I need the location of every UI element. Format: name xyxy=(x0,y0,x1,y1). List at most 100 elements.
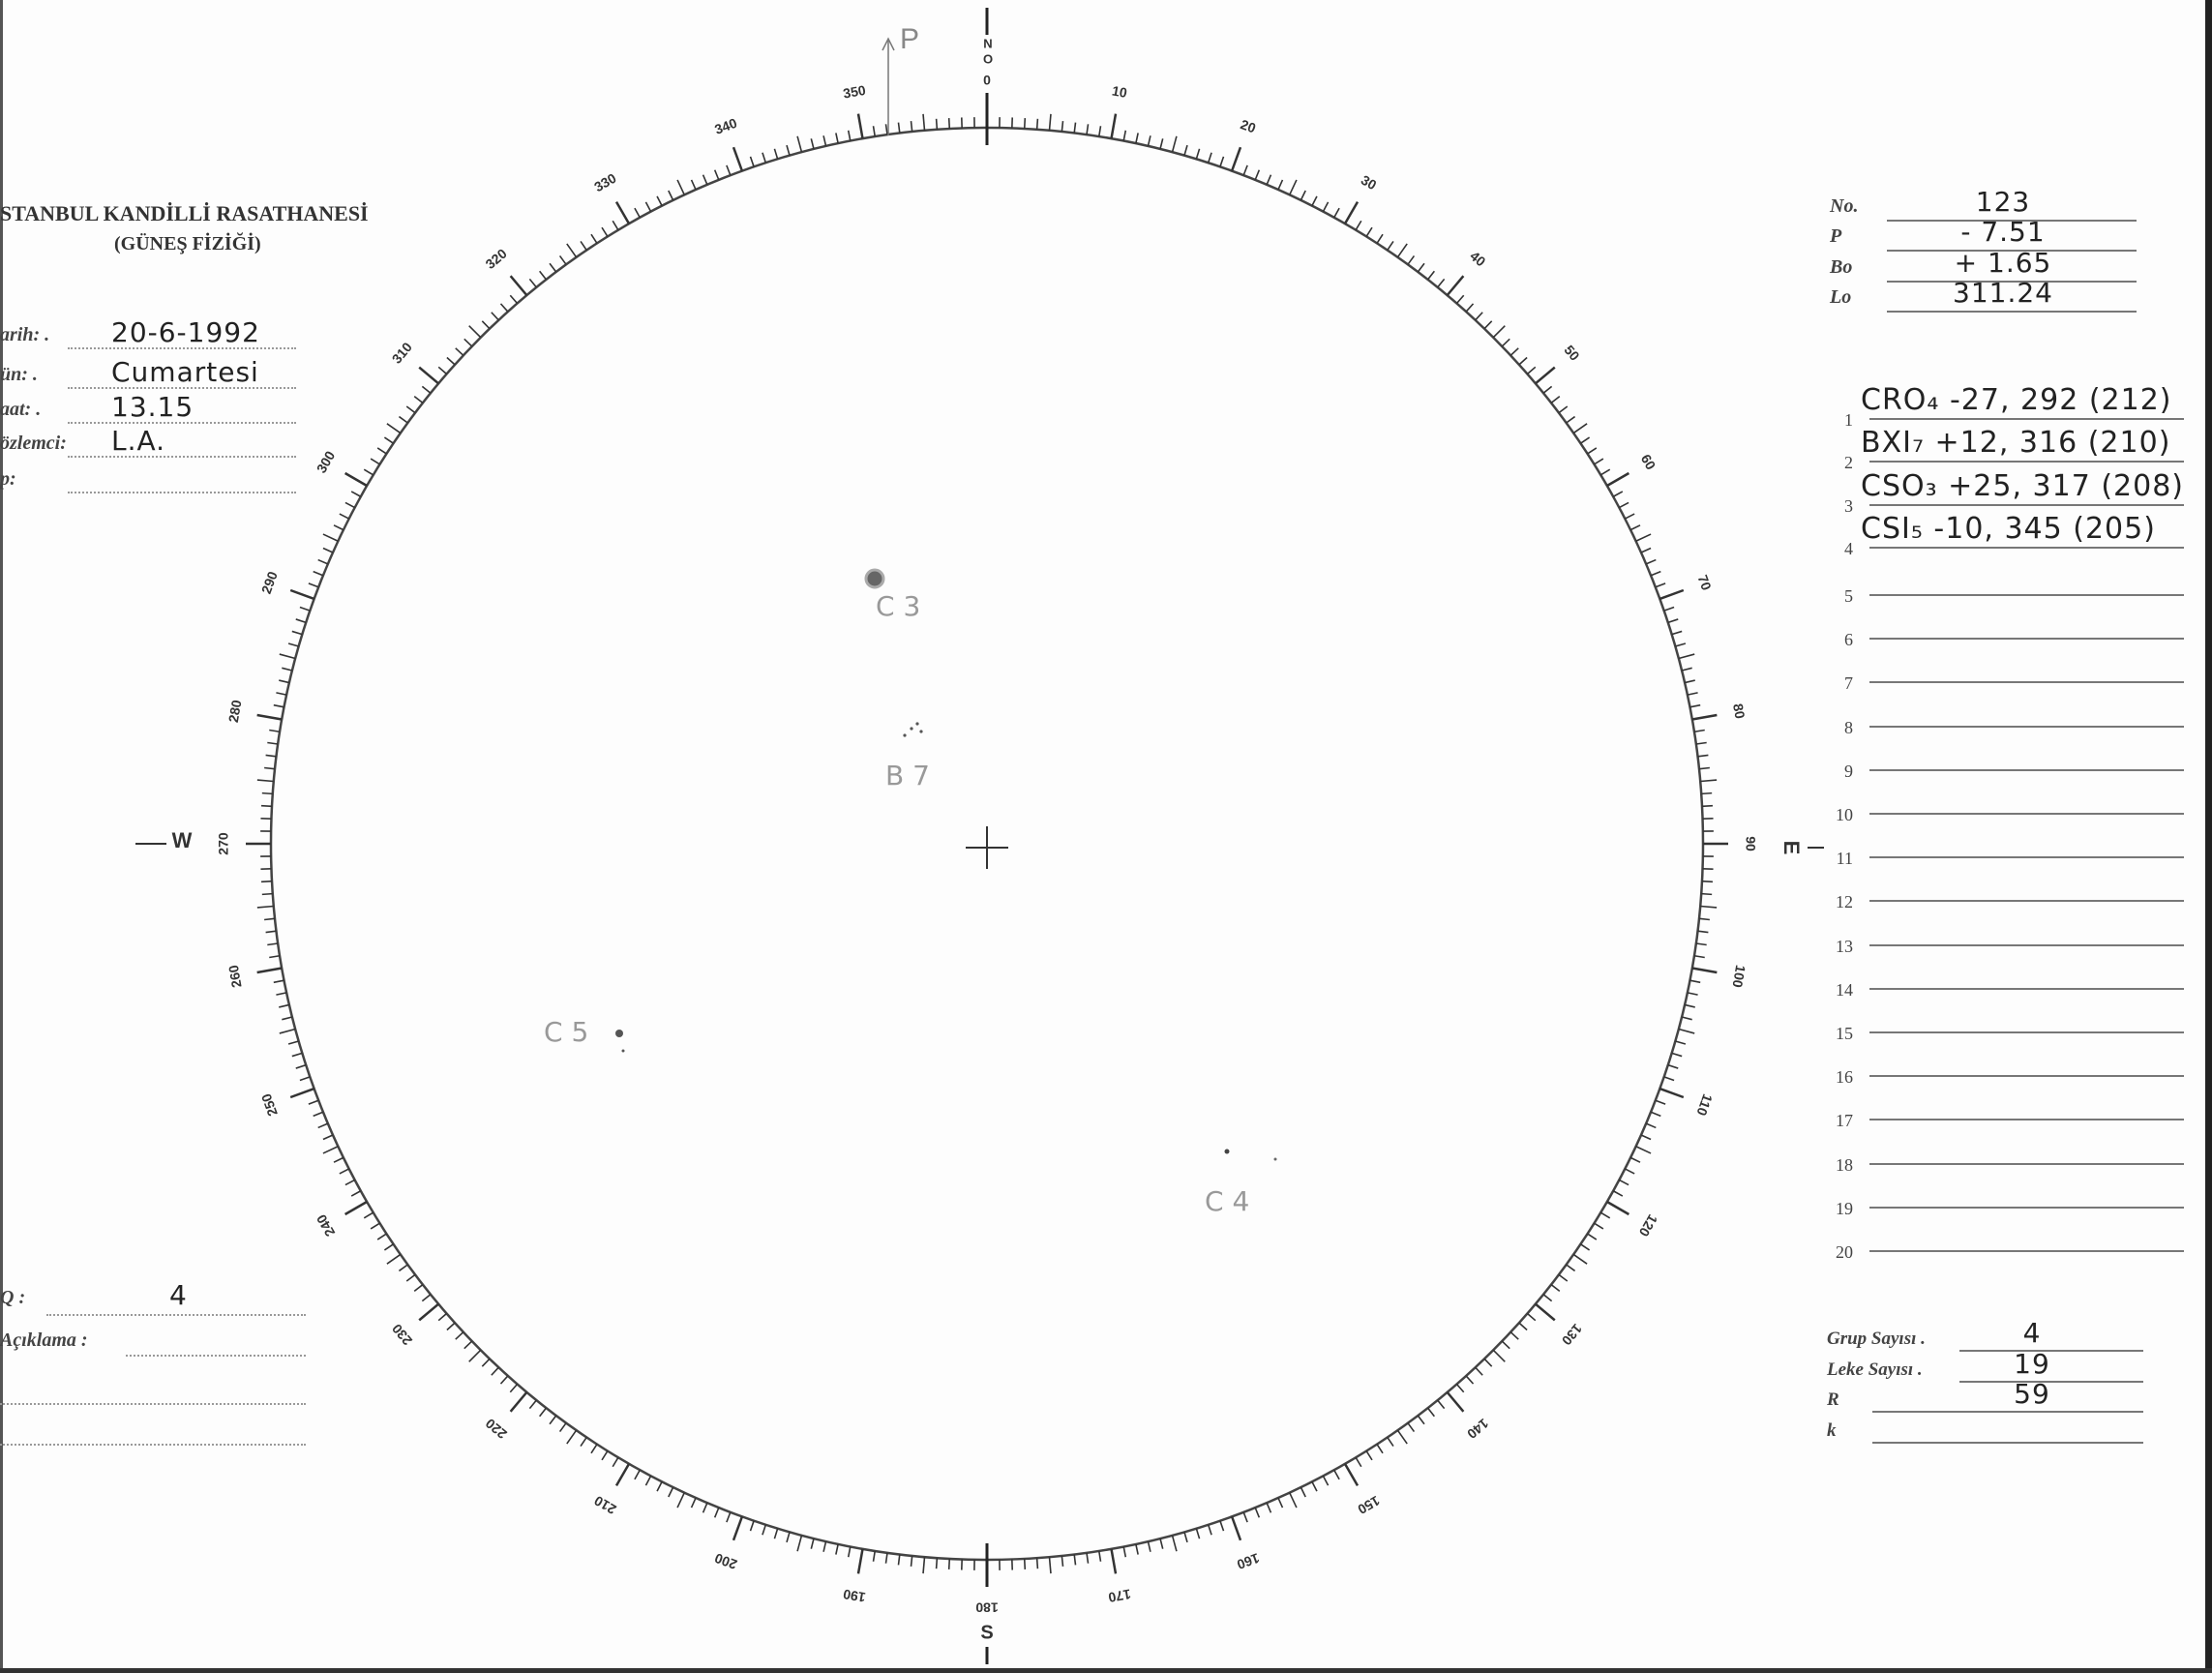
param-value: 311.24 xyxy=(1953,277,2053,309)
degree-tick xyxy=(437,1312,448,1322)
degree-tick xyxy=(1023,1558,1027,1570)
degree-tick xyxy=(1659,588,1685,601)
degree-tick xyxy=(612,1456,619,1468)
degree-tick xyxy=(1659,1087,1685,1099)
degree-tick xyxy=(1266,174,1272,186)
degree-tick xyxy=(1501,338,1510,347)
field-line xyxy=(68,456,296,458)
degree-tick xyxy=(1671,1052,1683,1058)
bottom-edge xyxy=(0,1668,2212,1673)
total-line xyxy=(1959,1381,2143,1383)
degree-tick xyxy=(1475,312,1483,321)
degree-tick xyxy=(499,1375,509,1385)
degree-tick xyxy=(1655,583,1666,588)
degree-label: 130 xyxy=(1559,1321,1585,1348)
degree-tick xyxy=(1289,1492,1298,1509)
degree-tick xyxy=(1629,524,1641,531)
observatory-title: STANBUL KANDİLLİ RASATHANESİ xyxy=(0,201,369,225)
degree-tick xyxy=(289,588,315,601)
degree-label: 20 xyxy=(1239,116,1258,135)
degree-tick xyxy=(558,1422,567,1433)
group-line xyxy=(1869,1119,2184,1121)
degree-label: 200 xyxy=(712,1550,739,1572)
degree-tick xyxy=(265,930,277,934)
degree-label: 270 xyxy=(216,832,231,855)
degree-tick xyxy=(1700,905,1718,909)
degree-tick xyxy=(1086,124,1090,135)
degree-label: 290 xyxy=(258,569,281,596)
total-label: R xyxy=(1827,1389,1839,1410)
group-line xyxy=(1869,681,2184,684)
degree-tick xyxy=(786,1532,791,1543)
degree-label: 300 xyxy=(314,448,339,475)
degree-tick xyxy=(1663,1076,1675,1082)
degree-tick xyxy=(1195,148,1201,160)
degree-tick xyxy=(1311,1480,1318,1492)
group-line xyxy=(1869,1075,2184,1078)
degree-tick xyxy=(1606,1200,1630,1216)
degree-tick xyxy=(612,220,619,231)
degree-tick xyxy=(308,1099,319,1105)
degree-tick xyxy=(339,1168,350,1175)
degree-label: 30 xyxy=(1359,172,1380,194)
degree-tick xyxy=(702,174,708,186)
group-number: 7 xyxy=(1844,673,1853,694)
degree-tick xyxy=(644,201,652,212)
degree-tick xyxy=(1587,447,1598,455)
param-label: No. xyxy=(1830,195,1859,217)
degree-tick xyxy=(279,679,290,684)
total-line xyxy=(1872,1442,2143,1444)
degree-tick xyxy=(1535,366,1556,385)
degree-tick xyxy=(405,1273,416,1282)
group-number: 20 xyxy=(1836,1242,1853,1262)
degree-tick xyxy=(947,117,951,130)
group-line xyxy=(1869,1162,2184,1165)
degree-tick xyxy=(491,312,499,321)
degree-label: 240 xyxy=(314,1211,339,1239)
degree-tick xyxy=(267,741,279,745)
degree-label: 10 xyxy=(1111,82,1128,100)
degree-tick xyxy=(1183,144,1188,156)
degree-tick xyxy=(509,1391,528,1413)
degree-tick xyxy=(413,1283,424,1292)
degree-tick xyxy=(1387,240,1394,251)
group-number: 15 xyxy=(1836,1024,1853,1043)
degree-label: 140 xyxy=(1464,1416,1491,1442)
degree-tick xyxy=(1475,1366,1483,1376)
degree-tick xyxy=(872,126,877,137)
degree-tick xyxy=(634,1469,641,1480)
degree-tick xyxy=(279,1003,290,1008)
degree-tick xyxy=(856,1548,864,1574)
degree-tick xyxy=(421,385,432,394)
degree-tick xyxy=(1701,792,1713,795)
aciklama-line-2 xyxy=(0,1403,306,1405)
degree-tick xyxy=(1135,133,1139,144)
degree-tick xyxy=(1300,1486,1306,1498)
degree-tick xyxy=(269,954,281,959)
degree-tick xyxy=(261,892,273,896)
degree-tick xyxy=(1697,754,1709,758)
degree-tick xyxy=(1465,1375,1475,1385)
degree-tick xyxy=(261,792,273,795)
degree-tick xyxy=(418,1302,439,1322)
degree-label: 120 xyxy=(1636,1212,1661,1240)
degree-tick xyxy=(884,1552,888,1564)
degree-tick xyxy=(897,122,901,134)
degree-tick xyxy=(1542,385,1553,394)
degree-tick xyxy=(256,967,283,974)
degree-tick xyxy=(1695,942,1707,946)
degree-tick xyxy=(822,1540,827,1552)
degree-tick xyxy=(405,405,416,414)
degree-tick xyxy=(317,1122,329,1129)
degree-tick xyxy=(1110,1548,1118,1574)
degree-tick xyxy=(1446,1391,1465,1413)
degree-tick xyxy=(308,583,319,588)
degree-tick xyxy=(468,325,482,339)
field-label: p: xyxy=(0,468,16,490)
degree-tick xyxy=(732,1515,744,1541)
group-line xyxy=(1869,900,2184,903)
degree-tick xyxy=(1693,954,1705,959)
degree-tick xyxy=(386,1253,402,1265)
degree-label: 210 xyxy=(591,1493,618,1518)
degree-tick xyxy=(1693,729,1705,733)
